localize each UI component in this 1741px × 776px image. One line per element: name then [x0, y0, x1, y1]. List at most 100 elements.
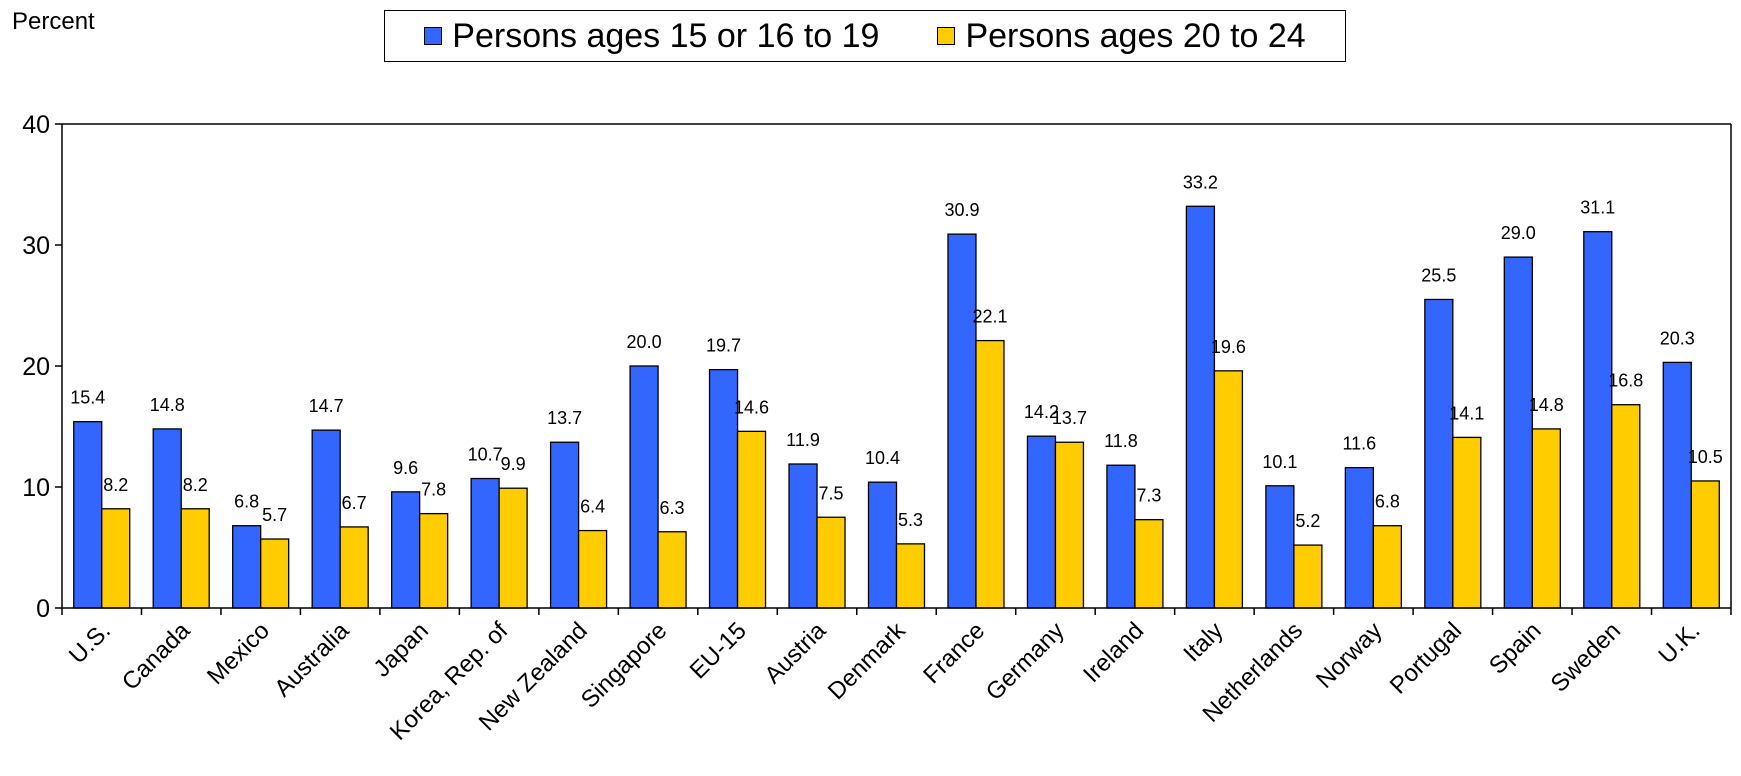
data-label-series-1: 10.4 [865, 448, 900, 468]
data-label-series-1: 11.8 [1104, 431, 1138, 451]
bar-series-2 [1690, 480, 1720, 609]
bar-series-1 [232, 525, 262, 609]
legend-swatch-series-2 [937, 27, 956, 45]
bar-series-1 [549, 441, 580, 609]
data-label-series-1: 14.2 [1024, 402, 1059, 422]
x-tick-label: France [918, 617, 990, 689]
data-label-series-1: 10.1 [1262, 452, 1297, 472]
data-label-series-2: 5.7 [262, 505, 287, 525]
data-label-series-1: 33.2 [1183, 172, 1218, 192]
data-label-series-1: 20.0 [627, 332, 662, 352]
data-label-series-1: 14.8 [150, 395, 185, 415]
bar-series-1 [1662, 361, 1692, 609]
legend-label-series-2: Persons ages 20 to 24 [965, 16, 1306, 55]
bar-series-2 [1134, 519, 1164, 609]
data-label-series-2: 14.8 [1529, 395, 1564, 415]
bar-series-1 [629, 365, 659, 609]
y-axis-label: Percent [12, 8, 95, 35]
data-label-series-2: 6.4 [580, 497, 605, 517]
bar-series-2 [498, 487, 528, 609]
bar-series-1 [788, 463, 818, 609]
legend-label-series-1: Persons ages 15 or 16 to 19 [452, 16, 880, 55]
x-tick-label: Australia [269, 617, 355, 703]
data-label-series-1: 31.1 [1580, 198, 1615, 218]
x-tick-label: Sweden [1546, 617, 1626, 697]
data-label-series-2: 14.6 [734, 397, 769, 417]
data-label-series-2: 8.2 [183, 475, 208, 495]
legend-item-series-2: Persons ages 20 to 24 [937, 16, 1306, 56]
y-tick-label: 30 [22, 232, 50, 260]
x-tick-label: Singapore [576, 617, 672, 713]
y-tick-label: 0 [36, 595, 50, 623]
bar-series-1 [1503, 256, 1533, 609]
data-label-series-1: 9.6 [393, 458, 418, 478]
data-label-series-2: 13.7 [1052, 408, 1087, 428]
bar-series-2 [418, 512, 449, 609]
bar-series-2 [260, 538, 290, 609]
bar-series-2 [1372, 525, 1403, 609]
bar-series-1 [1026, 435, 1057, 609]
data-label-series-1: 11.6 [1343, 434, 1377, 454]
data-label-series-1: 11.9 [786, 430, 820, 450]
bar-series-2 [1054, 441, 1085, 609]
bar-series-2 [577, 529, 608, 609]
x-tick-label: Spain [1484, 617, 1547, 680]
data-label-series-2: 6.8 [1375, 492, 1400, 512]
bar-series-1 [947, 233, 977, 609]
data-label-series-1: 19.7 [706, 336, 741, 356]
x-tick-label: Italy [1178, 617, 1228, 667]
data-label-series-2: 10.5 [1688, 447, 1723, 467]
bar-series-2 [1293, 544, 1323, 609]
data-label-series-2: 7.8 [421, 480, 446, 500]
data-label-series-2: 16.8 [1608, 371, 1643, 391]
bar-series-1 [152, 428, 182, 609]
bar-series-2 [975, 339, 1005, 609]
x-tick-label: Ireland [1078, 617, 1149, 688]
bar-series-2 [895, 543, 926, 609]
data-label-series-2: 6.7 [342, 493, 367, 513]
bar-series-2 [816, 516, 846, 609]
x-tick-label: U.K. [1653, 617, 1705, 669]
bar-series-1 [470, 477, 500, 609]
data-label-series-1: 13.7 [547, 408, 582, 428]
data-label-series-2: 7.3 [1136, 486, 1161, 506]
data-label-series-2: 7.5 [819, 483, 844, 503]
data-label-series-2: 14.1 [1449, 403, 1484, 423]
x-tick-label: Mexico [202, 617, 275, 690]
data-label-series-2: 22.1 [972, 307, 1007, 327]
bar-series-2 [1213, 370, 1244, 609]
bar-series-1 [311, 429, 341, 609]
legend-swatch-series-1 [424, 27, 443, 45]
bar-series-2 [1611, 404, 1641, 609]
y-tick-label: 10 [22, 474, 50, 502]
bar-series-1 [867, 481, 898, 609]
data-label-series-1: 25.5 [1421, 265, 1456, 285]
data-label-series-1: 30.9 [944, 200, 979, 220]
legend-item-series-1: Persons ages 15 or 16 to 19 [424, 17, 879, 56]
data-label-series-1: 10.7 [468, 445, 503, 465]
data-label-series-2: 6.3 [660, 498, 685, 518]
bar-series-2 [1452, 436, 1482, 609]
x-tick-label: Austria [759, 617, 831, 689]
data-label-series-2: 5.3 [898, 510, 923, 530]
bar-series-1 [1344, 466, 1375, 609]
data-label-series-1: 29.0 [1501, 223, 1536, 243]
x-tick-label: Portugal [1385, 617, 1467, 699]
data-label-series-2: 9.9 [501, 454, 526, 474]
bar-series-2 [736, 430, 767, 609]
bar-series-1 [1106, 464, 1136, 609]
data-label-series-2: 5.2 [1295, 511, 1320, 531]
x-tick-label: U.S. [64, 617, 116, 669]
bar-series-1 [1185, 205, 1216, 609]
bar-series-2 [101, 508, 131, 609]
data-label-series-1: 20.3 [1660, 328, 1695, 348]
y-tick-label: 40 [22, 111, 50, 139]
x-tick-label: Japan [369, 617, 434, 682]
bar-series-1 [1265, 485, 1295, 609]
bar-series-2 [339, 526, 369, 609]
data-label-series-2: 19.6 [1211, 337, 1246, 357]
x-tick-label: Canada [117, 617, 196, 696]
bar-series-1 [73, 421, 103, 609]
bar-series-2 [180, 508, 210, 609]
